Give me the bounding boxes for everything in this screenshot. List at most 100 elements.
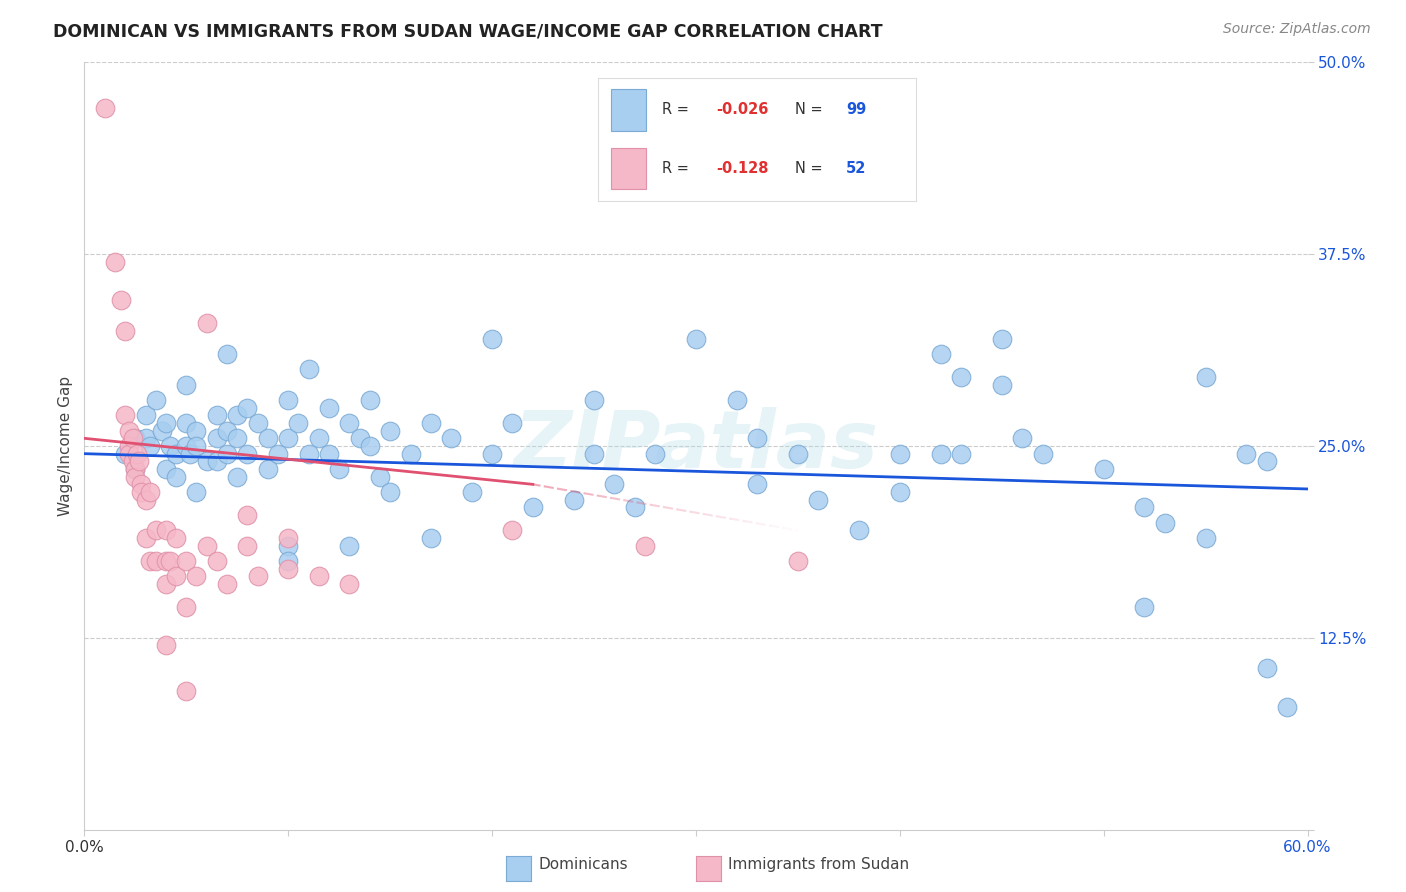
Point <box>145 392 167 407</box>
Point <box>603 477 626 491</box>
Point <box>522 500 544 515</box>
Point <box>205 409 228 423</box>
Point <box>135 531 157 545</box>
Point <box>118 439 141 453</box>
Text: Immigrants from Sudan: Immigrants from Sudan <box>728 857 910 872</box>
Point <box>155 524 177 538</box>
Point <box>236 401 259 415</box>
Text: ZIPatlas: ZIPatlas <box>513 407 879 485</box>
Point <box>685 178 707 193</box>
Point <box>174 600 197 615</box>
Point <box>135 431 157 445</box>
Point <box>1277 699 1299 714</box>
Point <box>277 562 299 576</box>
Point <box>131 485 153 500</box>
Point <box>104 255 127 269</box>
Text: DOMINICAN VS IMMIGRANTS FROM SUDAN WAGE/INCOME GAP CORRELATION CHART: DOMINICAN VS IMMIGRANTS FROM SUDAN WAGE/… <box>53 22 883 40</box>
Point <box>328 462 350 476</box>
Point <box>889 447 911 461</box>
Point <box>138 439 160 453</box>
Point <box>298 362 321 376</box>
Point <box>165 469 187 483</box>
Point <box>145 524 167 538</box>
Point <box>124 469 146 483</box>
Point <box>277 392 299 407</box>
Point <box>195 316 218 330</box>
Point <box>127 447 149 461</box>
Point <box>1236 447 1258 461</box>
Point <box>807 492 830 507</box>
Point <box>787 554 810 568</box>
Point <box>135 409 157 423</box>
Point <box>481 447 503 461</box>
Point <box>1133 600 1156 615</box>
Point <box>155 639 177 653</box>
Point <box>562 492 585 507</box>
Point <box>205 554 228 568</box>
Point <box>257 431 280 445</box>
Y-axis label: Wage/Income Gap: Wage/Income Gap <box>58 376 73 516</box>
Point <box>929 447 952 461</box>
Point <box>257 462 280 476</box>
Point <box>624 500 647 515</box>
Point <box>118 424 141 438</box>
Point <box>195 454 218 468</box>
Point <box>685 332 707 346</box>
Point <box>308 431 330 445</box>
Point <box>481 332 503 346</box>
Point <box>124 462 146 476</box>
Point <box>267 447 290 461</box>
Point <box>1133 500 1156 515</box>
Point <box>174 377 197 392</box>
Point <box>138 485 160 500</box>
Point <box>165 569 187 583</box>
Point <box>155 554 177 568</box>
Point <box>420 531 443 545</box>
Point <box>359 439 381 453</box>
Point <box>246 569 269 583</box>
Point <box>236 539 259 553</box>
Point <box>114 324 136 338</box>
Point <box>929 347 952 361</box>
Point <box>122 431 145 445</box>
Point <box>1256 454 1278 468</box>
Point <box>787 447 810 461</box>
Point <box>226 409 249 423</box>
Point <box>1092 462 1115 476</box>
Point <box>186 424 208 438</box>
Point <box>174 439 197 453</box>
Point <box>502 416 524 430</box>
Point <box>1011 431 1033 445</box>
Point <box>277 431 299 445</box>
Point <box>159 554 181 568</box>
Point <box>1256 661 1278 675</box>
Point <box>747 477 769 491</box>
Point <box>368 469 391 483</box>
Point <box>174 416 197 430</box>
Point <box>644 447 666 461</box>
Point <box>205 454 228 468</box>
Point <box>359 392 381 407</box>
Point <box>155 577 177 591</box>
Point <box>226 469 249 483</box>
Point <box>145 554 167 568</box>
Point <box>174 554 197 568</box>
Point <box>186 569 208 583</box>
Point <box>217 347 239 361</box>
Text: Dominicans: Dominicans <box>538 857 628 872</box>
Point <box>339 539 361 553</box>
Point <box>186 439 208 453</box>
Point <box>991 332 1014 346</box>
Point <box>226 431 249 445</box>
Point <box>159 439 181 453</box>
Point <box>318 447 340 461</box>
Point <box>165 531 187 545</box>
Point <box>236 508 259 522</box>
Point <box>124 431 146 445</box>
Point <box>277 531 299 545</box>
Point <box>349 431 371 445</box>
Point <box>155 416 177 430</box>
Point <box>205 431 228 445</box>
Point <box>1154 516 1177 530</box>
Point <box>217 577 239 591</box>
